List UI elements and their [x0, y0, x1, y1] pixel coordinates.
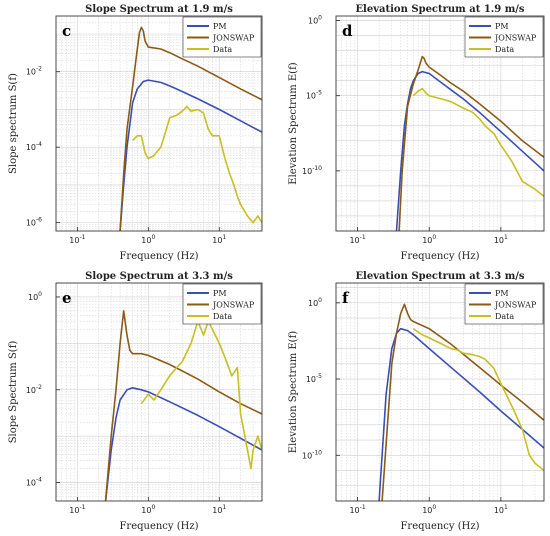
- panel-letter: d: [342, 22, 353, 40]
- y-axis-label: Elevation Spectrum E(f): [288, 331, 299, 453]
- y-tick-label: 100: [308, 297, 322, 308]
- legend: PM JONSWAP Data: [464, 283, 544, 325]
- series-line-data: [412, 328, 544, 472]
- y-axis-label: Slope Spectrum S(f): [8, 341, 19, 444]
- series-group: [378, 303, 544, 501]
- x-tick-label: 101: [212, 234, 226, 245]
- chart-title: Elevation Spectrum at 3.3 m/s: [355, 271, 524, 282]
- y-axis-label: Slope spectrum S(f): [8, 73, 19, 174]
- x-tick-label: 100: [422, 504, 436, 515]
- legend: PM JONSWAP Data: [182, 16, 262, 58]
- y-tick-label: 10-4: [26, 477, 42, 488]
- y-tick-label: 10-2: [26, 384, 42, 395]
- legend-entry: JONSWAP: [494, 34, 537, 43]
- chart-panel-d: 10-1 100 101 10-10 10-5 100 Elevation Spectrum…: [288, 4, 545, 262]
- x-tick-label: 101: [494, 504, 508, 515]
- legend-entry: Data: [495, 312, 514, 321]
- y-tick-label: 10-6: [26, 217, 42, 228]
- x-tick-label: 10-1: [349, 504, 365, 515]
- x-tick-label: 10-1: [69, 234, 85, 245]
- y-tick-label: 10-5: [306, 90, 322, 101]
- x-tick-label: 101: [212, 504, 226, 515]
- plot-frame: [335, 15, 545, 232]
- plot-frame: [55, 15, 263, 232]
- x-axis-label: Frequency (Hz): [119, 521, 198, 532]
- plot-frame: [55, 282, 263, 502]
- y-tick-label: 100: [28, 291, 42, 302]
- x-tick-label: 101: [494, 234, 508, 245]
- chart-title: Slope Spectrum at 3.3 m/s: [85, 271, 233, 282]
- panel-letter: f: [342, 289, 350, 307]
- chart-panel-f: 10-1 100 101 10-10 10-5 100 Elevation Spectrum…: [288, 271, 545, 532]
- x-tick-label: 100: [141, 504, 155, 515]
- legend-entry: PM: [495, 22, 509, 31]
- legend-entry: JONSWAP: [212, 34, 255, 43]
- chart-panel-e: 10-1 100 101 10-4 10-2 100 Slope Spectrum at 3…: [8, 271, 263, 532]
- series-group: [119, 26, 262, 231]
- series-line-jonswap: [119, 26, 262, 231]
- x-tick-label: 100: [141, 234, 155, 245]
- plot-frame: [335, 282, 545, 502]
- x-axis-label: Frequency (Hz): [400, 521, 479, 532]
- y-tick-label: 10-10: [302, 165, 322, 176]
- legend-entry: Data: [495, 45, 514, 54]
- series-line-pm: [378, 327, 544, 501]
- series-line-pm: [395, 70, 544, 231]
- legend: PM JONSWAP Data: [464, 16, 544, 58]
- series-line-pm: [104, 386, 262, 501]
- legend-entry: PM: [213, 22, 227, 31]
- x-axis-label: Frequency (Hz): [400, 251, 479, 262]
- series-line-jonswap: [381, 303, 544, 501]
- legend-entry: PM: [213, 289, 227, 298]
- legend-entry: PM: [495, 289, 509, 298]
- y-axis-label: Elevation Spectrum E(f): [288, 62, 299, 184]
- series-group: [104, 310, 262, 501]
- series-line-data: [132, 105, 262, 224]
- series-line-data: [140, 320, 262, 470]
- series-line-jonswap: [398, 55, 544, 231]
- legend-entry: JONSWAP: [494, 301, 537, 310]
- y-tick-label: 100: [308, 15, 322, 26]
- chart-title: Elevation Spectrum at 1.9 m/s: [355, 4, 524, 15]
- x-axis-label: Frequency (Hz): [119, 251, 198, 262]
- y-tick-label: 10-5: [306, 373, 322, 384]
- x-tick-label: 100: [422, 234, 436, 245]
- series-line-pm: [119, 79, 262, 231]
- grid: [55, 282, 263, 502]
- x-tick-label: 10-1: [69, 504, 85, 515]
- y-tick-label: 10-4: [26, 141, 42, 152]
- legend-entry: Data: [213, 45, 232, 54]
- panel-letter: e: [62, 289, 72, 307]
- legend: PM JONSWAP Data: [182, 283, 262, 325]
- panel-letter: c: [62, 22, 71, 40]
- x-tick-label: 10-1: [349, 234, 365, 245]
- y-tick-label: 10-2: [26, 66, 42, 77]
- legend-entry: Data: [213, 312, 232, 321]
- chart-title: Slope Spectrum at 1.9 m/s: [85, 4, 233, 15]
- legend-entry: JONSWAP: [212, 301, 255, 310]
- series-group: [395, 55, 544, 231]
- y-tick-label: 10-10: [302, 449, 322, 460]
- chart-panel-c: 10-1 100 101 10-6 10-4 10-2 Slope Spectrum at …: [8, 4, 263, 262]
- series-line-jonswap: [104, 310, 262, 501]
- series-line-data: [412, 87, 544, 198]
